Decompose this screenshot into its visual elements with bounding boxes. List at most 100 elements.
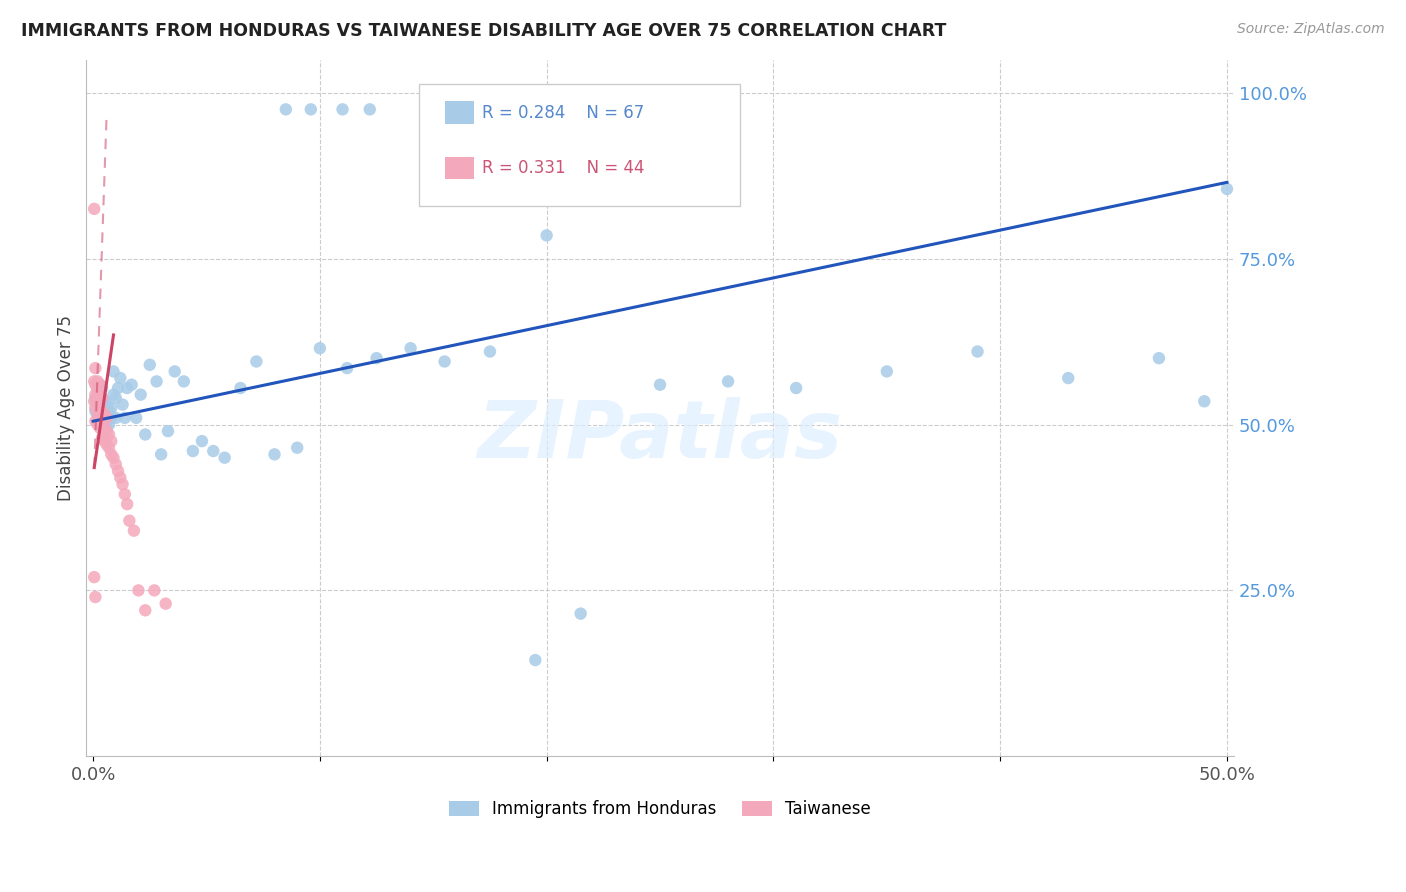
Point <box>89 410 111 425</box>
Point <box>524 653 547 667</box>
Point <box>93 417 115 432</box>
Point <box>332 103 354 117</box>
Point <box>91 404 114 418</box>
Point <box>86 417 108 432</box>
Point <box>98 417 121 432</box>
Point <box>111 477 134 491</box>
FancyBboxPatch shape <box>446 157 474 179</box>
Point <box>1147 351 1170 366</box>
Point <box>100 434 122 449</box>
Point <box>104 458 127 472</box>
Point <box>114 487 136 501</box>
Point <box>84 391 107 405</box>
Point <box>359 103 381 117</box>
Point <box>83 202 105 216</box>
Point <box>93 408 115 422</box>
Point <box>93 434 115 449</box>
Point <box>285 441 308 455</box>
Point <box>129 387 152 401</box>
Point <box>115 497 138 511</box>
Point <box>107 464 129 478</box>
Point <box>966 344 988 359</box>
Point <box>202 444 225 458</box>
Point <box>103 364 125 378</box>
Point <box>104 410 127 425</box>
Point <box>96 410 118 425</box>
Point <box>96 421 118 435</box>
Point <box>111 398 134 412</box>
Y-axis label: Disability Age Over 75: Disability Age Over 75 <box>58 315 75 501</box>
Point <box>93 408 115 422</box>
Point <box>98 441 121 455</box>
Point <box>89 387 111 401</box>
Point <box>150 447 173 461</box>
Point <box>433 354 456 368</box>
Point <box>96 410 118 425</box>
FancyBboxPatch shape <box>446 102 474 124</box>
Point <box>127 583 149 598</box>
Text: IMMIGRANTS FROM HONDURAS VS TAIWANESE DISABILITY AGE OVER 75 CORRELATION CHART: IMMIGRANTS FROM HONDURAS VS TAIWANESE DI… <box>21 22 946 40</box>
Point <box>91 414 114 428</box>
Point <box>107 381 129 395</box>
FancyBboxPatch shape <box>419 84 741 206</box>
Point <box>91 381 114 395</box>
Point <box>89 387 111 401</box>
Point <box>86 394 108 409</box>
Point <box>86 394 108 409</box>
Point <box>1057 371 1080 385</box>
Legend: Immigrants from Honduras, Taiwanese: Immigrants from Honduras, Taiwanese <box>443 793 877 824</box>
Point <box>96 424 118 438</box>
Point <box>89 377 111 392</box>
Point <box>93 421 115 435</box>
Point <box>98 427 121 442</box>
Point <box>98 404 121 418</box>
Point <box>89 377 111 392</box>
Point <box>121 377 143 392</box>
Point <box>569 607 592 621</box>
Point <box>122 524 145 538</box>
Point <box>110 371 132 385</box>
Point <box>139 358 162 372</box>
Point <box>96 398 118 412</box>
Point <box>83 375 105 389</box>
Point <box>103 450 125 465</box>
Point <box>156 424 179 438</box>
Point <box>214 450 236 465</box>
Point <box>229 381 252 395</box>
Point <box>89 398 111 412</box>
Point <box>299 103 322 117</box>
Point <box>118 514 141 528</box>
Point <box>125 410 148 425</box>
Point <box>86 375 108 389</box>
Point <box>399 341 422 355</box>
Point <box>83 394 105 409</box>
Point <box>84 387 107 401</box>
Point <box>86 381 108 395</box>
Point <box>84 401 107 415</box>
Point <box>181 444 204 458</box>
Point <box>86 408 108 422</box>
Text: ZIPatlas: ZIPatlas <box>478 397 842 475</box>
Point <box>717 375 740 389</box>
Point <box>84 414 107 428</box>
Text: Source: ZipAtlas.com: Source: ZipAtlas.com <box>1237 22 1385 37</box>
Point <box>1216 182 1239 196</box>
Point <box>100 447 122 461</box>
Point <box>876 364 898 378</box>
Point <box>104 391 127 405</box>
Point <box>366 351 388 366</box>
Point <box>134 603 156 617</box>
Point <box>263 447 285 461</box>
Point <box>84 377 107 392</box>
Point <box>145 375 167 389</box>
Point <box>163 364 186 378</box>
Point <box>89 421 111 435</box>
Point <box>91 417 114 432</box>
Point <box>83 570 105 584</box>
Point <box>245 354 267 368</box>
Text: R = 0.284    N = 67: R = 0.284 N = 67 <box>482 103 644 121</box>
Point <box>173 375 195 389</box>
Point <box>309 341 332 355</box>
Point <box>86 384 108 399</box>
Point <box>89 410 111 425</box>
